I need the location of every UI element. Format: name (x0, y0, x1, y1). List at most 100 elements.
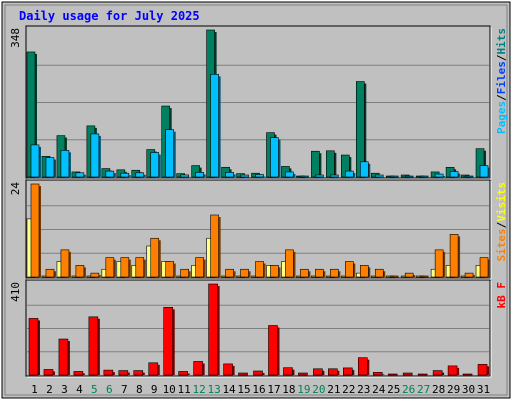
bar-kbytes-day-7 (118, 370, 129, 376)
bar-hits-day-16 (255, 174, 264, 178)
bar-kbytes-day-17 (268, 325, 278, 376)
bar-hits-day-19 (300, 175, 309, 178)
bar-kbytes-day-13 (208, 283, 218, 376)
bar-kbytes-day-18 (283, 367, 293, 376)
x-tick-label-day-17: 17 (267, 383, 280, 396)
bar-visits-day-1 (30, 183, 40, 278)
bar-visits-day-24 (374, 268, 384, 278)
bar-kbytes-day-30 (462, 373, 473, 376)
bar-hits-day-20 (311, 150, 320, 178)
panel-hits: 348 Pages/Files/Hits (9, 25, 508, 180)
chart-title: Daily usage for July 2025 (19, 9, 200, 23)
bar-visits-day-7 (120, 257, 130, 278)
bar-kbytes-day-21 (328, 368, 338, 376)
bar-visits-day-30 (464, 272, 474, 278)
bar-hits-day-14 (225, 172, 234, 178)
bar-visits-day-25 (389, 275, 399, 278)
series-kbytes-kb-f (28, 283, 490, 376)
bar-kbytes-day-29 (447, 365, 458, 376)
bar-visits-day-20 (315, 268, 324, 278)
x-tick-label-day-2: 2 (46, 383, 53, 396)
bar-hits-day-24 (374, 174, 384, 178)
bar-hits-day-20 (315, 174, 324, 178)
bar-kbytes-day-15 (238, 372, 248, 376)
x-tick-label-day-4: 4 (76, 383, 83, 396)
bar-kbytes-day-4 (73, 371, 84, 376)
bar-hits-day-17 (270, 137, 279, 178)
bar-hits-day-28 (434, 173, 444, 178)
bar-hits-day-4 (75, 172, 85, 178)
x-tick-label-day-15: 15 (237, 383, 250, 396)
bar-kbytes-day-28 (432, 370, 443, 376)
bar-kbytes-day-8 (133, 370, 144, 376)
x-tick-label-day-11: 11 (178, 383, 191, 396)
x-tick-label-day-21: 21 (327, 383, 340, 396)
bar-visits-day-19 (300, 268, 309, 278)
bar-hits-day-26 (404, 175, 414, 178)
x-tick-label-day-22: 22 (342, 383, 355, 396)
x-tick-label-day-27: 27 (417, 383, 430, 396)
x-tick-label-day-29: 29 (447, 383, 460, 396)
bar-visits-day-16 (255, 261, 264, 278)
bar-kbytes-day-5 (88, 316, 99, 376)
bar-kbytes-day-31 (477, 364, 488, 376)
bar-hits-day-5 (90, 133, 100, 178)
bar-hits-day-31 (479, 165, 489, 178)
panel-visits: 24 Sites/Visits (9, 179, 508, 280)
bar-visits-day-17 (270, 265, 279, 278)
x-tick-label-day-19: 19 (297, 383, 310, 396)
bar-hits-day-23 (359, 161, 369, 178)
bar-hits-day-2 (45, 157, 55, 178)
bar-visits-day-12 (195, 257, 204, 278)
bar-hits-day-11 (180, 174, 189, 178)
legend-entry: / (495, 221, 508, 228)
bar-visits-day-4 (75, 265, 85, 278)
bar-kbytes-day-11 (178, 371, 188, 376)
bar-kbytes-day-12 (193, 361, 203, 376)
legend-hits: Pages/Files/Hits (495, 28, 508, 134)
bar-visits-day-2 (45, 268, 55, 278)
legend-entry: / (495, 54, 508, 61)
bar-hits-day-3 (60, 150, 70, 178)
bar-hits-day-6 (105, 170, 115, 178)
x-tick-label-day-3: 3 (61, 383, 68, 396)
bar-hits-day-29 (449, 171, 459, 178)
x-tick-label-day-7: 7 (121, 383, 128, 396)
bar-kbytes-day-26 (402, 372, 413, 376)
bar-hits-day-15 (240, 174, 249, 178)
bar-visits-day-10 (165, 261, 175, 278)
bar-kbytes-day-19 (298, 372, 308, 376)
legend-entry: Visits (495, 182, 508, 222)
x-tick-label-day-31: 31 (477, 383, 490, 396)
bar-visits-day-14 (225, 268, 234, 278)
bar-kbytes-day-10 (163, 307, 174, 376)
bar-visits-day-5 (90, 272, 100, 278)
series-visits-sites (30, 183, 491, 278)
bar-visits-day-13 (210, 214, 219, 278)
bar-hits-day-9 (150, 152, 160, 178)
bar-kbytes-day-1 (28, 318, 39, 376)
panel-kbytes: 410 kB F (9, 279, 508, 378)
bar-hits-day-1 (30, 144, 40, 178)
y-max-label-hits: 348 (9, 28, 22, 48)
bar-kbytes-day-23 (357, 357, 368, 376)
x-tick-label-day-26: 26 (402, 383, 415, 396)
bar-visits-day-31 (479, 257, 489, 278)
x-tick-label-day-24: 24 (372, 383, 386, 396)
legend-entry: Sites (495, 228, 508, 261)
legend-entry: Hits (495, 28, 508, 55)
legend-entry: / (495, 94, 508, 101)
x-tick-label-day-25: 25 (387, 383, 400, 396)
bar-kbytes-day-27 (417, 373, 428, 376)
bar-kbytes-day-9 (148, 362, 159, 376)
bar-visits-day-22 (345, 261, 354, 278)
x-tick-label-day-12: 12 (193, 383, 206, 396)
x-tick-label-day-10: 10 (163, 383, 176, 396)
bar-visits-day-9 (150, 237, 160, 278)
x-tick-label-day-23: 23 (357, 383, 370, 396)
bar-kbytes-day-14 (223, 363, 233, 376)
bar-kbytes-day-25 (387, 373, 398, 376)
y-max-label-kbytes: 410 (9, 282, 22, 302)
x-tick-label-day-28: 28 (432, 383, 445, 396)
